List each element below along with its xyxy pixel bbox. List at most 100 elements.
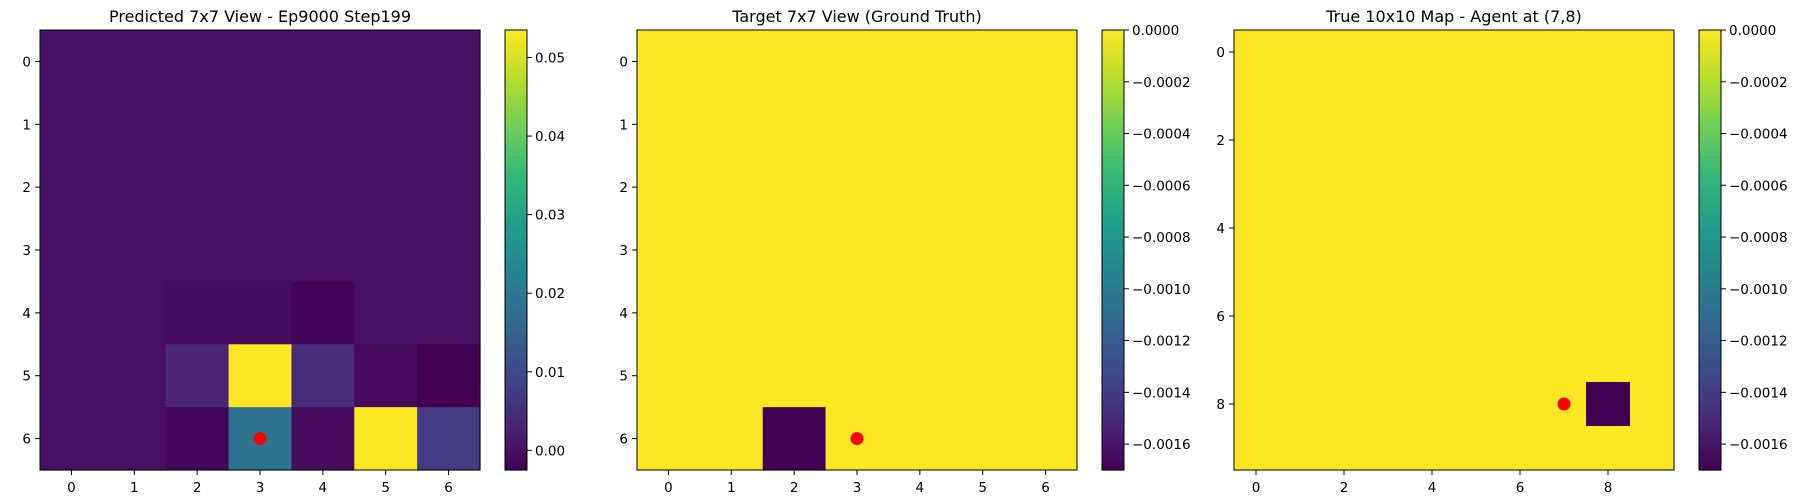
colorbar-segment [1102,338,1124,345]
heatmap-cell [951,30,1015,94]
heatmap-cell [1410,118,1455,163]
colorbar-segment [1102,107,1124,114]
heatmap-cell [1234,382,1279,427]
heatmap-cell [165,281,230,345]
colorbar-segment [505,448,527,455]
colorbar-tick-label: −0.0008 [1132,230,1191,246]
colorbar-segment [505,200,527,207]
colorbar-segment [1699,145,1721,152]
colorbar-segment [505,162,527,169]
colorbar-tick-label: −0.0006 [1729,178,1788,194]
colorbar-segment [1699,255,1721,262]
heatmap-cell [354,92,418,157]
y-tick-label: 0 [1216,45,1225,61]
colorbar-segment [1699,239,1721,246]
heatmap-cell [354,218,418,283]
x-tick-label: 3 [853,480,862,496]
y-tick-label: 1 [619,117,628,133]
colorbar-tick-label: −0.0004 [1132,127,1191,143]
colorbar-segment [1699,459,1721,466]
heatmap-cell [228,155,293,220]
heatmap-cell [417,281,481,345]
heatmap-cell [1542,30,1587,75]
colorbar-segment [505,250,527,257]
colorbar-segment [1699,68,1721,75]
heatmap-cell [165,344,230,408]
heatmap-cell [1278,118,1323,163]
heatmap-cell [762,407,827,471]
colorbar-tick-label: −0.0004 [1729,127,1788,143]
colorbar-segment [505,261,527,268]
x-tick-label: 4 [916,480,925,496]
colorbar-segment [1699,189,1721,196]
heatmap-cell [825,218,890,283]
colorbar-segment [1699,409,1721,416]
colorbar-tick-label: 0.03 [535,208,565,224]
y-tick-label: 4 [619,306,628,322]
heatmap-cell [40,92,104,157]
colorbar-tick-label: 0.04 [535,129,565,145]
x-tick-label: 2 [1340,480,1349,496]
colorbar-segment [1699,228,1721,235]
heatmap-cell [1366,118,1411,163]
heatmap-cell [951,281,1015,345]
colorbar-segment [1699,338,1721,345]
heatmap-cell [1410,294,1455,339]
colorbar-segment [505,239,527,246]
heatmap-cell [102,155,167,220]
colorbar-segment [1699,420,1721,427]
colorbar-segment [505,189,527,196]
colorbar-segment [1102,332,1124,339]
colorbar-segment [505,107,527,114]
x-tick-label: 2 [790,480,799,496]
y-tick-label: 0 [22,54,31,70]
y-tick-label: 2 [619,180,628,196]
colorbar-segment [1102,382,1124,389]
heatmap-cell [1498,250,1543,295]
colorbar-segment [505,134,527,141]
heatmap-cell [888,155,952,220]
colorbar-segment [505,393,527,400]
heatmap-cell [1366,162,1411,207]
heatmap-cell [888,407,952,471]
colorbar-segment [1699,327,1721,334]
colorbar-frame [504,29,528,471]
colorbar-segment [505,211,527,218]
heatmap-cell [1278,338,1323,383]
colorbar-segment [1102,442,1124,449]
colorbar-segment [505,310,527,317]
y-tick-label: 6 [619,432,628,448]
colorbar-segment [1102,431,1124,438]
colorbar-segment [505,184,527,191]
colorbar-segment [505,156,527,163]
x-tick-label: 2 [193,480,202,496]
colorbar-tick-label: −0.0014 [1132,385,1191,401]
heatmap-cell [1234,250,1279,295]
heatmap-cell [951,92,1015,157]
colorbar-segment [1102,371,1124,378]
heatmap-cell [1498,426,1543,471]
colorbar-segment [505,354,527,361]
colorbar-segment [505,30,527,37]
colorbar-segment [505,321,527,328]
heatmap-cell [40,30,104,94]
heatmap-cell [1234,30,1279,75]
heatmap-cell [1410,338,1455,383]
colorbar-segment [1102,453,1124,460]
y-tick-label: 3 [22,243,31,259]
heatmap-cell [1454,338,1499,383]
colorbar-segment [1699,244,1721,251]
heatmap-cell [1454,118,1499,163]
colorbar-segment [1102,134,1124,141]
colorbar-segment [505,145,527,152]
heatmap-cell [1586,30,1631,75]
colorbar-segment [1699,299,1721,306]
heatmap-cell [1410,250,1455,295]
heatmap-cell [1410,382,1455,427]
colorbar-segment [1102,228,1124,235]
colorbar-segment [1699,184,1721,191]
x-tick-label: 6 [1041,480,1050,496]
colorbar-tick-label: 0.02 [535,286,565,302]
colorbar-segment [505,173,527,180]
heatmap-cell [762,344,827,408]
